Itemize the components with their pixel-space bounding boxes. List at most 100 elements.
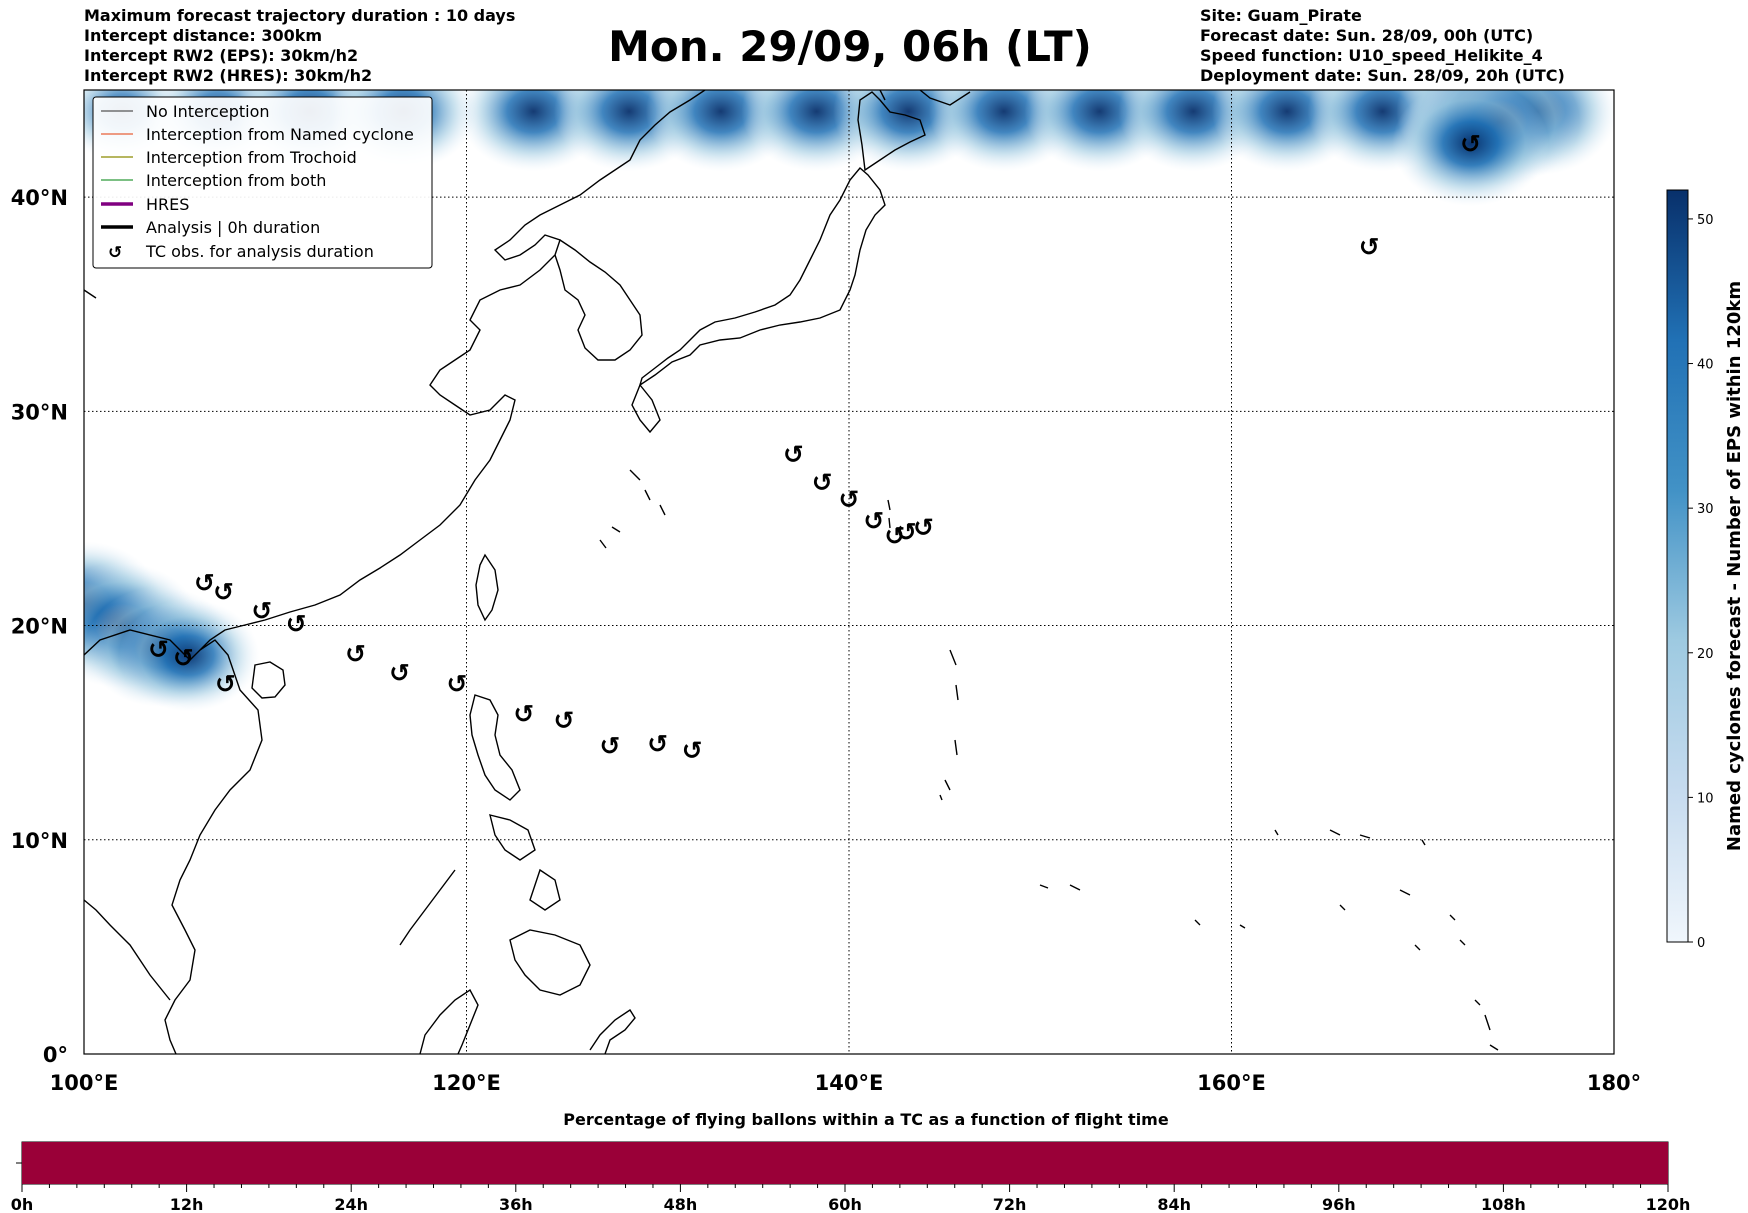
tc-obs-marker: ↺ xyxy=(251,597,272,626)
flight-bar-fill xyxy=(22,1142,1668,1184)
colorbar-tick-label: 40 xyxy=(1697,358,1714,373)
header-intercept-eps: Intercept RW2 (EPS): 30km/h2 xyxy=(84,46,359,65)
coastline-ryukyu xyxy=(599,469,666,549)
tc-obs-marker: ↺ xyxy=(286,609,307,638)
tc-obs-marker: ↺ xyxy=(1359,232,1380,261)
coastline-taiwan xyxy=(475,553,499,622)
x-tick-label: 160°E xyxy=(1197,1071,1266,1095)
coastline-borneo xyxy=(419,988,479,1054)
legend: No Interception Interception from Named … xyxy=(92,96,433,269)
y-tick-label: 10°N xyxy=(11,829,68,853)
coastline-micronesia xyxy=(1039,829,1499,1051)
map-frame xyxy=(83,89,1615,1055)
colorbar-ticks: 0 10 20 30 40 50 xyxy=(1688,213,1714,951)
coastline-sakhalin xyxy=(879,90,971,106)
tc-obs-marker: ↺ xyxy=(812,468,833,497)
legend-label-analysis: Analysis | 0h duration xyxy=(146,218,320,237)
flight-bar-title: Percentage of flying ballons within a TC… xyxy=(563,1110,1169,1129)
flight-bar-tick-label: 36h xyxy=(499,1195,533,1213)
tc-obs-marker: ↺ xyxy=(884,522,905,551)
colorbar-gradient xyxy=(1666,189,1689,943)
flight-bar-tick-label: 84h xyxy=(1157,1195,1191,1213)
coastline-bonin xyxy=(887,499,891,529)
header-site: Site: Guam_Pirate xyxy=(1200,6,1362,25)
tc-obs-marker: ↺ xyxy=(1460,130,1481,159)
legend-label-named-cyclone: Interception from Named cyclone xyxy=(146,125,414,144)
tc-obs-marker: ↺ xyxy=(215,669,236,698)
tc-obs-marker: ↺ xyxy=(173,644,194,673)
coastline-japan xyxy=(638,167,886,387)
coastline-hokkaido xyxy=(857,91,926,172)
coastline-sulawesi xyxy=(589,1009,636,1054)
legend-label-hres: HRES xyxy=(146,195,189,214)
gridlines xyxy=(84,90,1614,1054)
colorbar-tick-label: 50 xyxy=(1697,213,1714,228)
colorbar: 0 10 20 30 40 50 Named cyclones forecast - Nu… xyxy=(1666,189,1745,951)
coastline-palawan xyxy=(399,869,456,946)
flight-bar-tick-label: 24h xyxy=(334,1195,368,1213)
coastlines xyxy=(84,90,1499,1054)
coastline-marianas xyxy=(939,649,959,801)
tc-obs-marker: ↺ xyxy=(783,440,804,469)
coastline-korea xyxy=(554,239,643,361)
tc-obs-marker: ↺ xyxy=(682,736,703,765)
flight-bar-tick-label: 108h xyxy=(1481,1195,1526,1213)
tc-obs-marker: ↺ xyxy=(148,635,169,664)
legend-label-no-interception: No Interception xyxy=(146,102,270,121)
tc-observations-layer: ↺↺↺↺↺↺↺↺↺↺↺↺ ↺↺ ↺↺↺↺ ↺↺ ↺↺ ↺ ↺ xyxy=(148,130,1481,765)
flight-time-bar: Percentage of flying ballons within a TC… xyxy=(11,1110,1691,1213)
coastline-hainan xyxy=(251,661,286,699)
x-tick-label: 140°E xyxy=(815,1071,884,1095)
flight-bar-tick-label: 12h xyxy=(170,1195,204,1213)
colorbar-tick-label: 20 xyxy=(1697,647,1714,662)
header-intercept-distance: Intercept distance: 300km xyxy=(84,26,323,45)
colorbar-tick-label: 0 xyxy=(1697,936,1705,951)
legend-swatch-tc-symbol: ↺ xyxy=(108,243,122,263)
y-tick-label: 40°N xyxy=(11,186,68,210)
tc-obs-marker: ↺ xyxy=(446,669,467,698)
main-title: Mon. 29/09, 06h (LT) xyxy=(608,22,1092,71)
header-deployment-date: Deployment date: Sun. 28/09, 20h (UTC) xyxy=(1200,66,1565,85)
y-tick-label: 30°N xyxy=(11,400,68,424)
x-tick-label: 120°E xyxy=(432,1071,501,1095)
flight-bar-tick-label: 48h xyxy=(664,1195,698,1213)
tc-obs-marker: ↺ xyxy=(345,639,366,668)
legend-box xyxy=(92,96,433,269)
tc-obs-marker: ↺ xyxy=(213,577,234,606)
tc-obs-marker: ↺ xyxy=(647,729,668,758)
x-axis-labels: 100°E 120°E 140°E 160°E 180° xyxy=(50,1071,1642,1095)
header-intercept-hres: Intercept RW2 (HRES): 30km/h2 xyxy=(84,66,373,85)
coastline-luzon xyxy=(469,694,521,801)
colorbar-tick-label: 10 xyxy=(1697,791,1714,806)
y-axis-labels: 0° 10°N 20°N 30°N 40°N xyxy=(11,186,68,1067)
header-duration: Maximum forecast trajectory duration : 1… xyxy=(84,6,516,25)
flight-bar-tick-label: 72h xyxy=(993,1195,1027,1213)
tc-obs-marker: ↺ xyxy=(513,699,534,728)
flight-bar-tick-label: 60h xyxy=(828,1195,862,1213)
colorbar-label: Named cyclones forecast - Number of EPS … xyxy=(1724,281,1745,851)
tc-obs-marker: ↺ xyxy=(194,569,215,598)
flight-bar-tick-label: 96h xyxy=(1322,1195,1356,1213)
flight-bar-tick-label: 0h xyxy=(11,1195,34,1213)
tc-obs-marker: ↺ xyxy=(839,485,860,514)
eps-density-blob xyxy=(1392,90,1549,207)
y-tick-label: 0° xyxy=(43,1043,68,1067)
flight-bar-ticks: 0h 12h 24h 36h 48h 60h 72h 84h 96h 108h 120h xyxy=(11,1184,1691,1213)
coastline-kyushu xyxy=(631,383,661,434)
header-left: Maximum forecast trajectory duration : 1… xyxy=(84,6,515,86)
eps-density-blob xyxy=(118,599,260,712)
header-speed-function: Speed function: U10_speed_Helikite_4 xyxy=(1200,46,1543,65)
y-tick-label: 20°N xyxy=(11,615,68,639)
tc-obs-marker: ↺ xyxy=(896,517,917,546)
x-tick-label: 100°E xyxy=(50,1071,119,1095)
legend-label-tc-obs: TC obs. for analysis duration xyxy=(145,242,374,261)
coastline-mindanao xyxy=(509,929,591,996)
tc-obs-marker: ↺ xyxy=(913,513,934,542)
coastline-asia xyxy=(84,90,706,1054)
x-tick-label: 180° xyxy=(1587,1071,1641,1095)
header-forecast-date: Forecast date: Sun. 28/09, 00h (UTC) xyxy=(1200,26,1534,45)
flight-bar-tick-label: 120h xyxy=(1646,1195,1691,1213)
tc-obs-marker: ↺ xyxy=(389,659,410,688)
tc-obs-marker: ↺ xyxy=(554,706,575,735)
